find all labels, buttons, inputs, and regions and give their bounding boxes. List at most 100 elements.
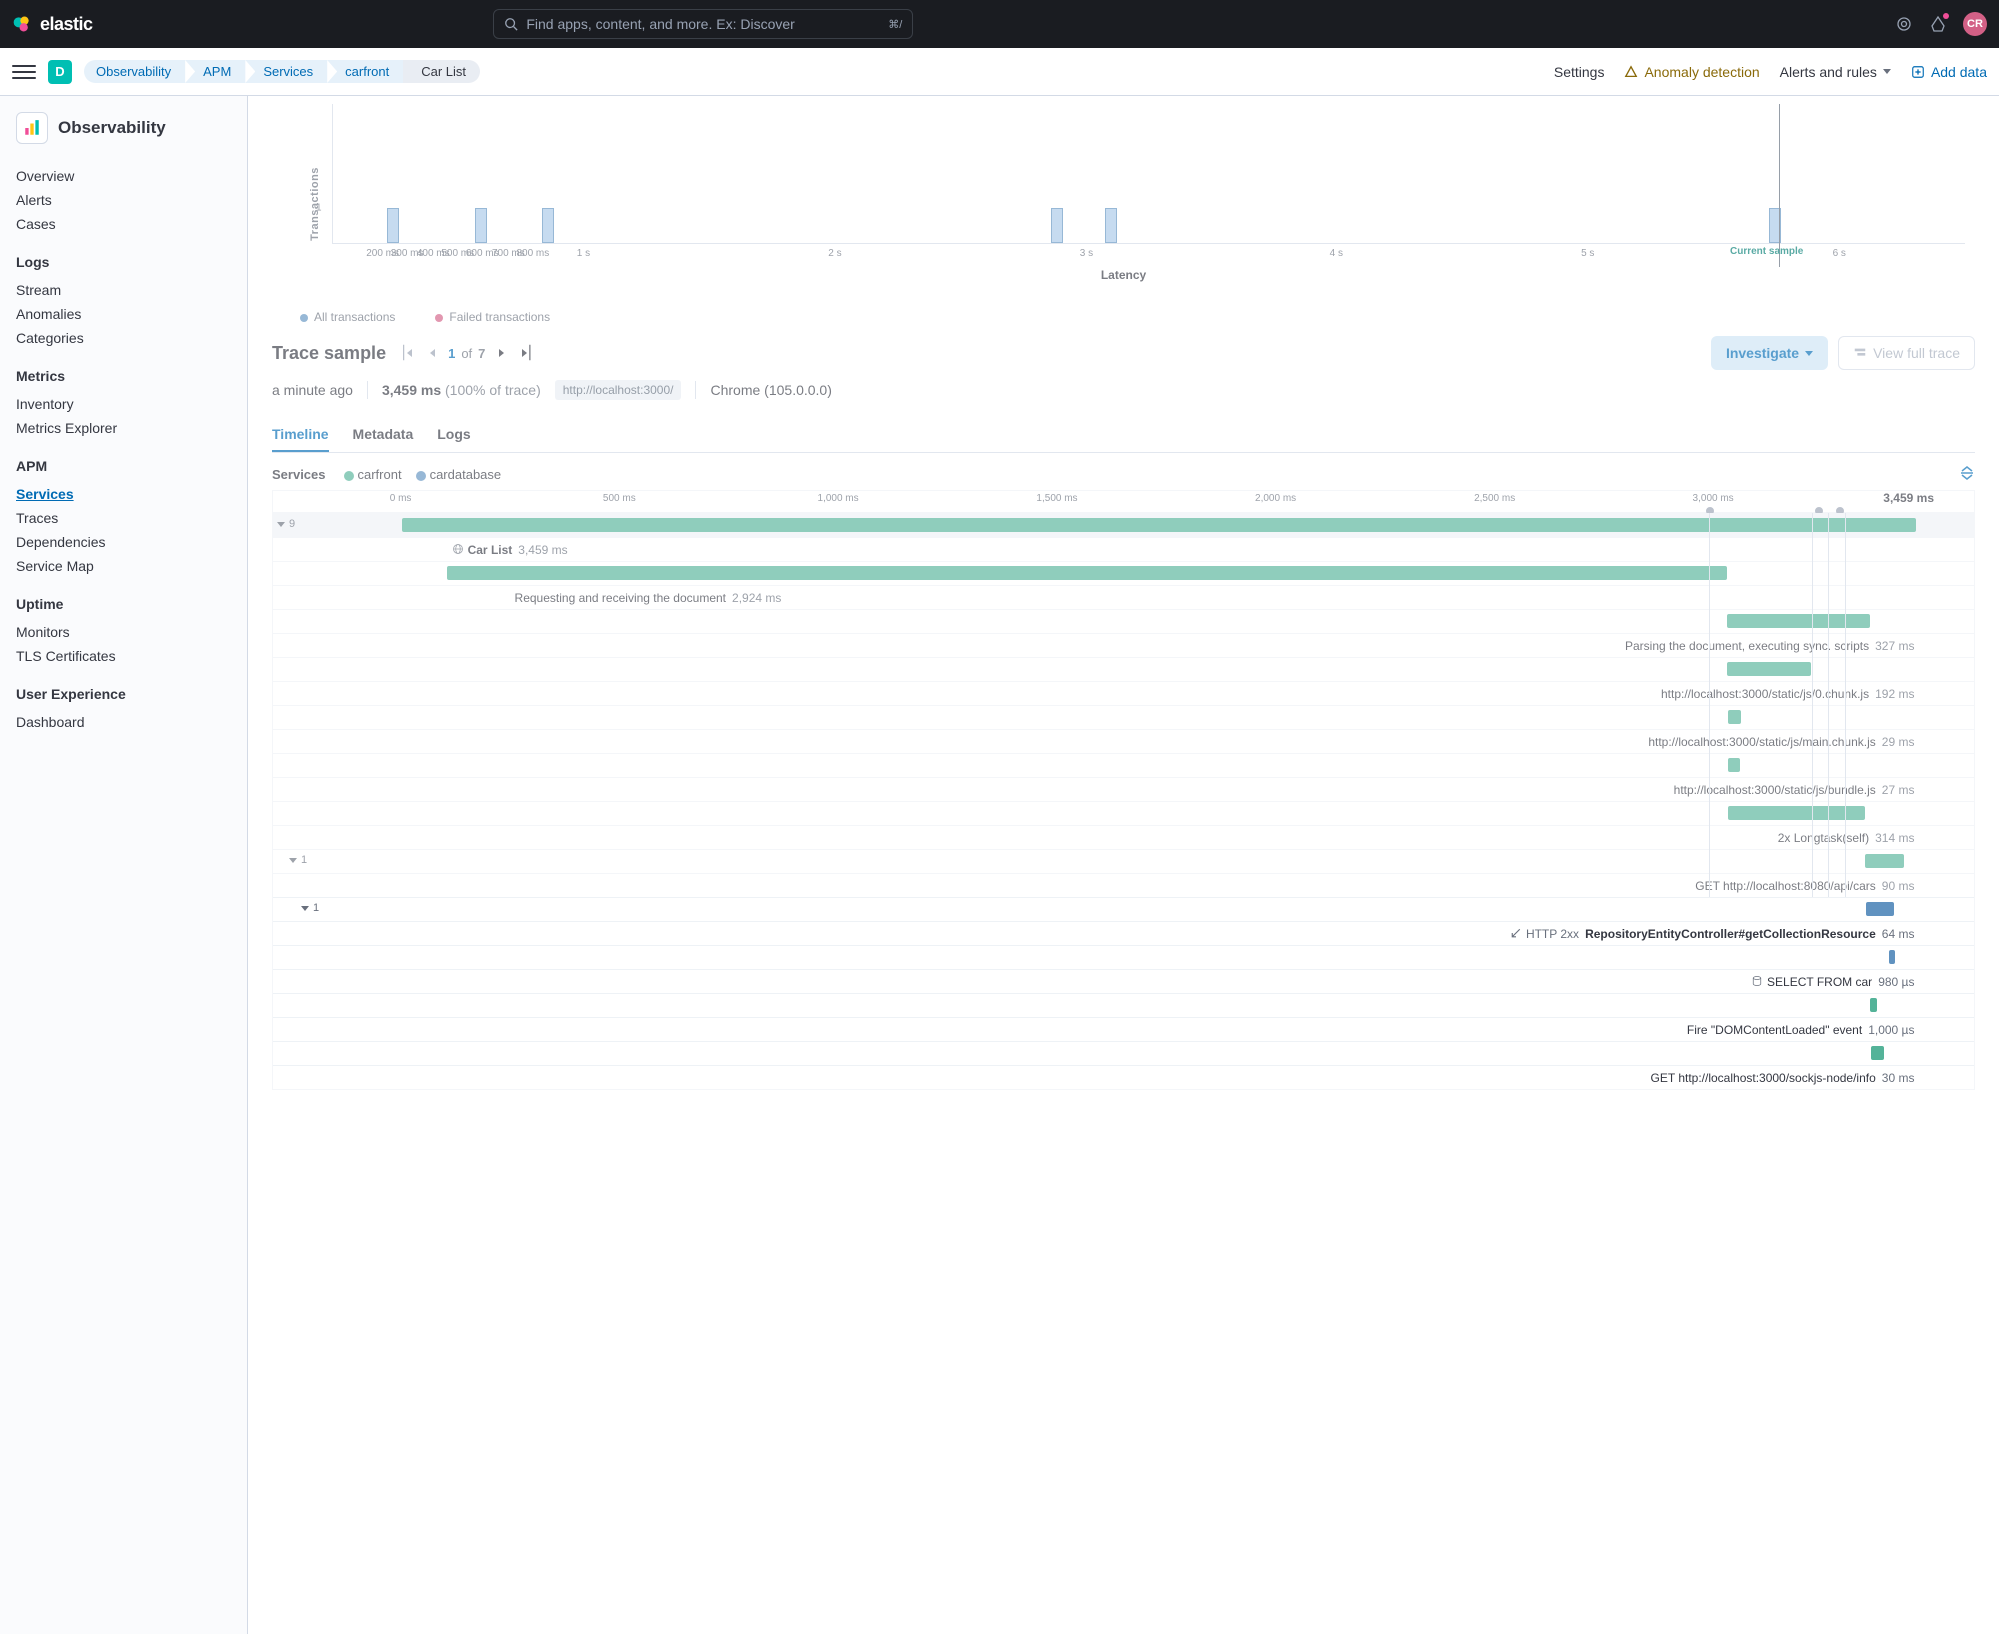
service-legend-item[interactable]: cardatabase xyxy=(416,467,502,482)
span-bar-row[interactable] xyxy=(273,753,1974,777)
span-toggle[interactable]: 9 xyxy=(277,518,295,530)
trace-url-badge[interactable]: http://localhost:3000/ xyxy=(555,380,682,400)
span-bar[interactable] xyxy=(1889,950,1896,964)
ruler-tick: 2,000 ms xyxy=(1255,493,1296,504)
breadcrumb-item[interactable]: carfront xyxy=(327,60,403,83)
span-bar[interactable] xyxy=(1728,710,1741,724)
span-bar[interactable] xyxy=(1866,902,1894,916)
span-bar-row[interactable]: 9 xyxy=(273,513,1974,537)
span-toggle[interactable]: 1 xyxy=(301,902,319,914)
sidebar-item-traces[interactable]: Traces xyxy=(16,506,247,530)
histogram-bar[interactable] xyxy=(1051,208,1063,243)
span-bar-row[interactable] xyxy=(273,705,1974,729)
span-bar[interactable] xyxy=(447,566,1727,580)
sidebar-item-dependencies[interactable]: Dependencies xyxy=(16,530,247,554)
span-label-row[interactable]: 2x Longtask(self)314 ms xyxy=(273,825,1974,849)
span-bar[interactable] xyxy=(1870,998,1877,1012)
span-bar-row[interactable] xyxy=(273,993,1974,1017)
sidebar-item-dashboard[interactable]: Dashboard xyxy=(16,710,247,734)
setup-guide-icon[interactable] xyxy=(1929,15,1947,33)
sidebar-item-cases[interactable]: Cases xyxy=(16,212,247,236)
logo[interactable]: elastic xyxy=(12,14,93,35)
span-label-row[interactable]: Parsing the document, executing sync. sc… xyxy=(273,633,1974,657)
newsfeed-icon[interactable] xyxy=(1895,15,1913,33)
trace-time: a minute ago xyxy=(272,382,353,398)
pager-prev[interactable] xyxy=(422,343,442,363)
span-bar-row[interactable] xyxy=(273,945,1974,969)
span-label-row[interactable]: http://localhost:3000/static/js/bundle.j… xyxy=(273,777,1974,801)
histogram-bar[interactable] xyxy=(387,208,399,243)
add-data-link[interactable]: Add data xyxy=(1911,64,1987,80)
span-label-row[interactable]: http://localhost:3000/static/js/0.chunk.… xyxy=(273,681,1974,705)
service-legend-item[interactable]: carfront xyxy=(344,467,402,482)
span-bar-row[interactable]: 1 xyxy=(273,849,1974,873)
span-bar[interactable] xyxy=(1727,614,1870,628)
span-label-row[interactable]: SELECT FROM car980 µs xyxy=(273,969,1974,993)
span-bar-row[interactable] xyxy=(273,657,1974,681)
settings-link[interactable]: Settings xyxy=(1554,64,1605,80)
sidebar-item-inventory[interactable]: Inventory xyxy=(16,392,247,416)
span-bar[interactable] xyxy=(402,518,1916,532)
collapse-icon[interactable] xyxy=(1959,465,1975,484)
nav-group: LogsStreamAnomaliesCategories xyxy=(16,254,247,350)
investigate-button[interactable]: Investigate xyxy=(1711,336,1828,370)
span-label-row[interactable]: http://localhost:3000/static/js/main.chu… xyxy=(273,729,1974,753)
sidebar-item-services[interactable]: Services xyxy=(16,482,247,506)
user-avatar[interactable]: CR xyxy=(1963,12,1987,36)
span-label-row[interactable]: Car List3,459 ms xyxy=(273,537,1974,561)
sidebar-item-categories[interactable]: Categories xyxy=(16,326,247,350)
breadcrumb-item[interactable]: APM xyxy=(185,60,245,83)
span-bar[interactable] xyxy=(1871,1046,1884,1060)
span-bar[interactable] xyxy=(1865,854,1904,868)
tab-logs[interactable]: Logs xyxy=(437,418,470,452)
span-bar-row[interactable] xyxy=(273,609,1974,633)
sidebar-item-stream[interactable]: Stream xyxy=(16,278,247,302)
span-label-row[interactable]: HTTP 2xxRepositoryEntityController#getCo… xyxy=(273,921,1974,945)
sidebar-item-tls-certificates[interactable]: TLS Certificates xyxy=(16,644,247,668)
histogram-bar[interactable] xyxy=(475,208,487,243)
sidebar-item-metrics-explorer[interactable]: Metrics Explorer xyxy=(16,416,247,440)
sidebar-item-monitors[interactable]: Monitors xyxy=(16,620,247,644)
span-bar-row[interactable] xyxy=(273,1041,1974,1065)
histogram-bar[interactable] xyxy=(542,208,554,243)
sidebar-item-alerts[interactable]: Alerts xyxy=(16,188,247,212)
chevron-down-icon xyxy=(1805,351,1813,356)
breadcrumb-item[interactable]: Observability xyxy=(84,60,185,83)
span-bar-row[interactable]: 1 xyxy=(273,897,1974,921)
legend-item[interactable]: All transactions xyxy=(300,310,395,324)
anomaly-detection-link[interactable]: Anomaly detection xyxy=(1624,64,1759,80)
span-bar[interactable] xyxy=(1727,662,1811,676)
nav-toggle-icon[interactable] xyxy=(12,60,36,84)
pager-next[interactable] xyxy=(491,343,511,363)
tab-metadata[interactable]: Metadata xyxy=(353,418,414,452)
span-bar-row[interactable] xyxy=(273,561,1974,585)
sidebar-item-overview[interactable]: Overview xyxy=(16,164,247,188)
span-label-row[interactable]: GET http://localhost:8080/api/cars90 ms xyxy=(273,873,1974,897)
span-label: http://localhost:3000/static/js/bundle.j… xyxy=(1674,783,1915,797)
trace-sample-title: Trace sample xyxy=(272,343,386,364)
space-selector[interactable]: D xyxy=(48,60,72,84)
tab-timeline[interactable]: Timeline xyxy=(272,418,329,452)
pager-current: 1 xyxy=(448,346,455,361)
sidebar-item-service-map[interactable]: Service Map xyxy=(16,554,247,578)
legend-item[interactable]: Failed transactions xyxy=(435,310,550,324)
ruler-tick: 2,500 ms xyxy=(1474,493,1515,504)
breadcrumb-item[interactable]: Services xyxy=(245,60,327,83)
span-bar[interactable] xyxy=(1728,758,1740,772)
sidebar-item-anomalies[interactable]: Anomalies xyxy=(16,302,247,326)
histogram-bar[interactable] xyxy=(1105,208,1117,243)
alerts-rules-dropdown[interactable]: Alerts and rules xyxy=(1780,64,1891,80)
chart-plot[interactable]: Current sample xyxy=(332,104,1965,244)
span-label-row[interactable]: GET http://localhost:3000/sockjs-node/in… xyxy=(273,1065,1974,1089)
span-toggle[interactable]: 1 xyxy=(289,854,307,866)
span-label-row[interactable]: Requesting and receiving the document2,9… xyxy=(273,585,1974,609)
trace-pct: (100% of trace) xyxy=(445,382,541,398)
pager-last[interactable]: ⎮ xyxy=(517,343,537,363)
span-bar-row[interactable] xyxy=(273,801,1974,825)
span-label: Parsing the document, executing sync. sc… xyxy=(1625,639,1914,653)
pager-first[interactable]: ⎮ xyxy=(396,343,416,363)
global-search[interactable]: Find apps, content, and more. Ex: Discov… xyxy=(493,9,913,39)
header-actions: CR xyxy=(1895,12,1987,36)
span-label-row[interactable]: Fire "DOMContentLoaded" event1,000 µs xyxy=(273,1017,1974,1041)
nav-heading: Uptime xyxy=(16,596,247,612)
